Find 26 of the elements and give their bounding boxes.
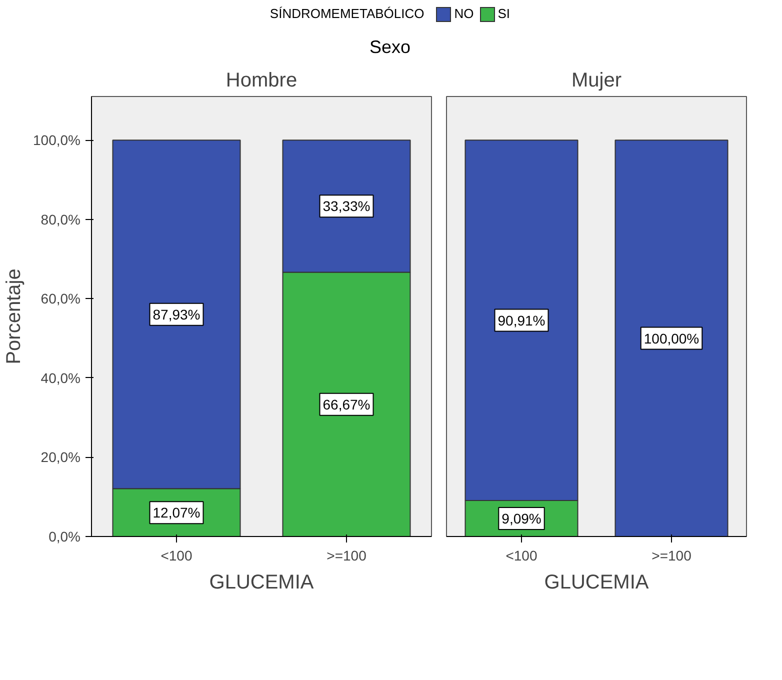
chart-title: Mujer [571,70,622,92]
x-tick-label: >=100 [652,548,692,564]
data-label: 33,33% [322,198,370,214]
chart-title: Hombre [226,70,298,92]
legend-title: SÍNDROMEMETABÓLICO [270,6,424,21]
text: Sexo [369,36,411,59]
x-tick-label: >=100 [326,548,367,564]
x-tick-label: <100 [506,548,538,564]
data-label: 90,91% [498,312,546,328]
legend-label: SI [498,6,510,21]
data-label: 87,93% [152,306,200,322]
y-tick-label: 40,0% [40,370,81,386]
x-axis-title: GLUCEMIA [544,572,650,594]
y-tick-label: 100,0% [33,132,80,148]
legend-label: NO [454,6,474,21]
y-tick-label: 60,0% [40,290,81,307]
y-axis-title: Porcentaje [3,268,26,364]
data-label: 9,09% [502,510,542,526]
x-axis-title: GLUCEMIA [209,572,314,594]
data-label: 66,67% [322,396,370,412]
y-tick-label: 20,0% [40,449,81,466]
data-label: 100,00% [644,330,700,346]
data-label: 12,07% [152,504,200,521]
y-tick-label: 80,0% [40,211,81,228]
x-tick-label: <100 [160,548,192,564]
y-tick-label: 0,0% [48,528,81,544]
